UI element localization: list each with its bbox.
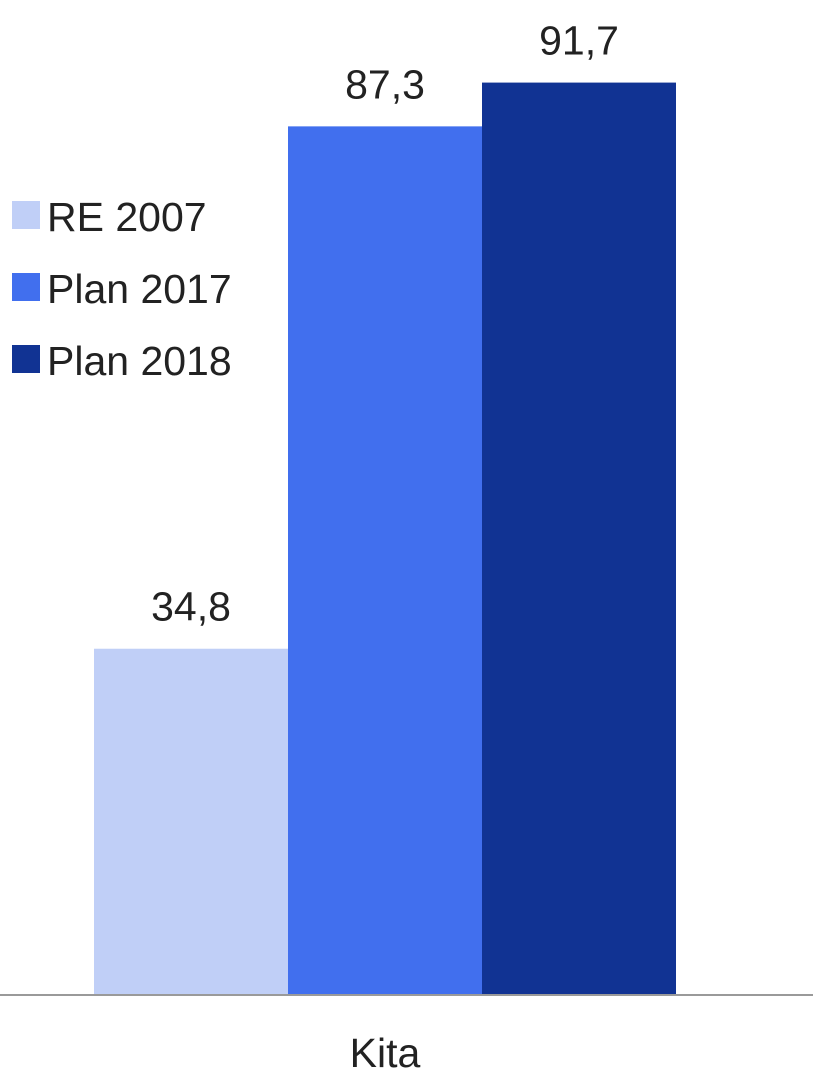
legend-label-plan-2017: Plan 2017 (47, 266, 232, 312)
legend-swatch-plan-2017 (12, 273, 40, 301)
value-label-plan-2018: 91,7 (539, 18, 619, 64)
bars-group (94, 82, 676, 996)
value-labels-group: 34,8 87,3 91,7 (151, 18, 619, 630)
bar-re-2007 (94, 648, 288, 995)
legend-swatch-plan-2018 (12, 345, 40, 373)
value-label-plan-2017: 87,3 (345, 61, 425, 107)
value-label-re-2007: 34,8 (151, 584, 231, 630)
legend-swatch-re-2007 (12, 201, 40, 229)
bar-plan-2017 (288, 126, 482, 996)
legend-label-re-2007: RE 2007 (47, 194, 207, 240)
legend-label-plan-2018: Plan 2018 (47, 338, 232, 384)
bar-plan-2018 (482, 82, 676, 995)
x-tick-label-kita: Kita (350, 1030, 421, 1071)
legend: RE 2007 Plan 2017 Plan 2018 (12, 194, 232, 384)
